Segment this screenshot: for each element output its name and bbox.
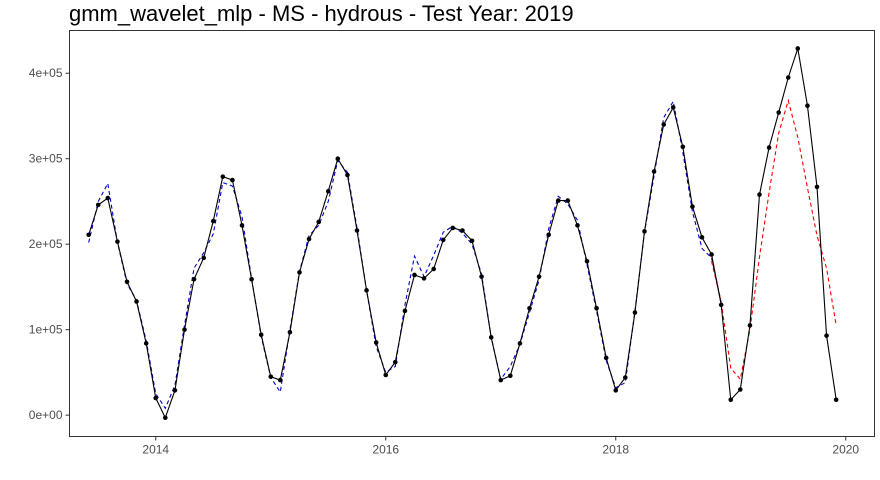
data-point: [833, 397, 839, 403]
data-point: [287, 329, 293, 335]
y-tick-label: 0e+00: [29, 408, 63, 422]
data-point: [795, 46, 801, 51]
data-point: [536, 274, 542, 279]
data-point: [440, 237, 446, 243]
data-point: [230, 177, 235, 183]
x-tick-label: 2020: [832, 443, 859, 457]
data-point: [450, 225, 456, 231]
data-point: [239, 223, 245, 228]
data-point: [412, 272, 417, 278]
data-point: [565, 198, 571, 203]
data-point: [172, 388, 178, 393]
data-point: [785, 75, 791, 80]
series-line-1: [88, 99, 722, 410]
data-point: [86, 232, 91, 238]
data-point: [498, 377, 504, 383]
data-point: [642, 229, 647, 234]
data-point: [728, 397, 734, 403]
data-point: [718, 302, 724, 308]
data-point: [201, 255, 206, 261]
data-point: [479, 274, 484, 279]
data-point: [354, 228, 360, 233]
data-point: [163, 415, 168, 421]
x-tick-label: 2018: [602, 443, 629, 457]
y-tick-label: 3e+05: [29, 152, 63, 166]
data-point: [709, 252, 714, 257]
data-point: [325, 188, 331, 194]
data-point: [766, 145, 772, 150]
plot-panel-border: [69, 30, 875, 437]
data-point: [153, 395, 159, 401]
data-point: [814, 184, 820, 190]
data-point: [393, 359, 398, 365]
data-point: [651, 169, 657, 174]
data-point: [258, 332, 264, 338]
points-layer: [86, 46, 839, 421]
data-point: [670, 105, 676, 110]
y-tick-label: 2e+05: [29, 237, 63, 251]
data-point: [584, 258, 590, 264]
data-point: [306, 236, 312, 242]
data-point: [469, 238, 475, 244]
data-point: [632, 310, 638, 315]
data-point: [738, 387, 743, 392]
data-point: [661, 122, 666, 127]
x-axis: 2014 2016 2018 2020: [142, 436, 859, 457]
data-point: [278, 377, 283, 383]
data-point: [603, 355, 609, 361]
data-point: [460, 228, 465, 233]
data-point: [345, 172, 350, 178]
data-point: [747, 323, 753, 328]
data-point: [546, 232, 551, 238]
data-point: [699, 235, 705, 240]
data-point: [115, 239, 120, 244]
data-point: [431, 266, 437, 272]
data-point: [191, 276, 197, 282]
data-point: [105, 195, 111, 201]
data-point: [95, 202, 101, 208]
data-point: [134, 299, 139, 304]
data-point: [364, 288, 369, 293]
x-tick-label: 2016: [372, 443, 399, 457]
data-point: [575, 223, 580, 228]
data-point: [623, 375, 628, 380]
data-point: [402, 308, 408, 314]
data-point: [421, 276, 427, 281]
data-point: [335, 156, 341, 162]
chart-title: gmm_wavelet_mlp - MS - hydrous - Test Ye…: [69, 1, 574, 26]
data-point: [680, 144, 686, 150]
y-tick-label: 4e+05: [29, 66, 63, 80]
data-point: [210, 218, 216, 224]
data-point: [220, 174, 226, 179]
data-point: [383, 372, 389, 378]
data-point: [488, 335, 494, 340]
data-point: [143, 341, 149, 346]
data-point: [268, 374, 274, 379]
data-point: [373, 340, 379, 345]
y-tick-label: 1e+05: [29, 323, 63, 337]
data-point: [555, 198, 561, 203]
y-axis: 0e+00 1e+05 2e+05 3e+05 4e+05: [29, 66, 70, 422]
data-point: [249, 276, 254, 282]
data-point: [613, 388, 619, 393]
data-point: [527, 305, 532, 311]
data-point: [594, 305, 599, 311]
data-point: [805, 103, 810, 109]
data-point: [517, 341, 523, 346]
data-point: [508, 373, 513, 379]
data-point: [182, 327, 187, 332]
data-point: [316, 219, 322, 225]
data-point: [297, 270, 302, 275]
data-point: [757, 192, 762, 197]
data-point: [776, 110, 781, 115]
data-point: [690, 204, 695, 209]
x-tick-label: 2014: [142, 443, 169, 457]
data-point: [824, 333, 829, 338]
data-point: [124, 279, 130, 285]
